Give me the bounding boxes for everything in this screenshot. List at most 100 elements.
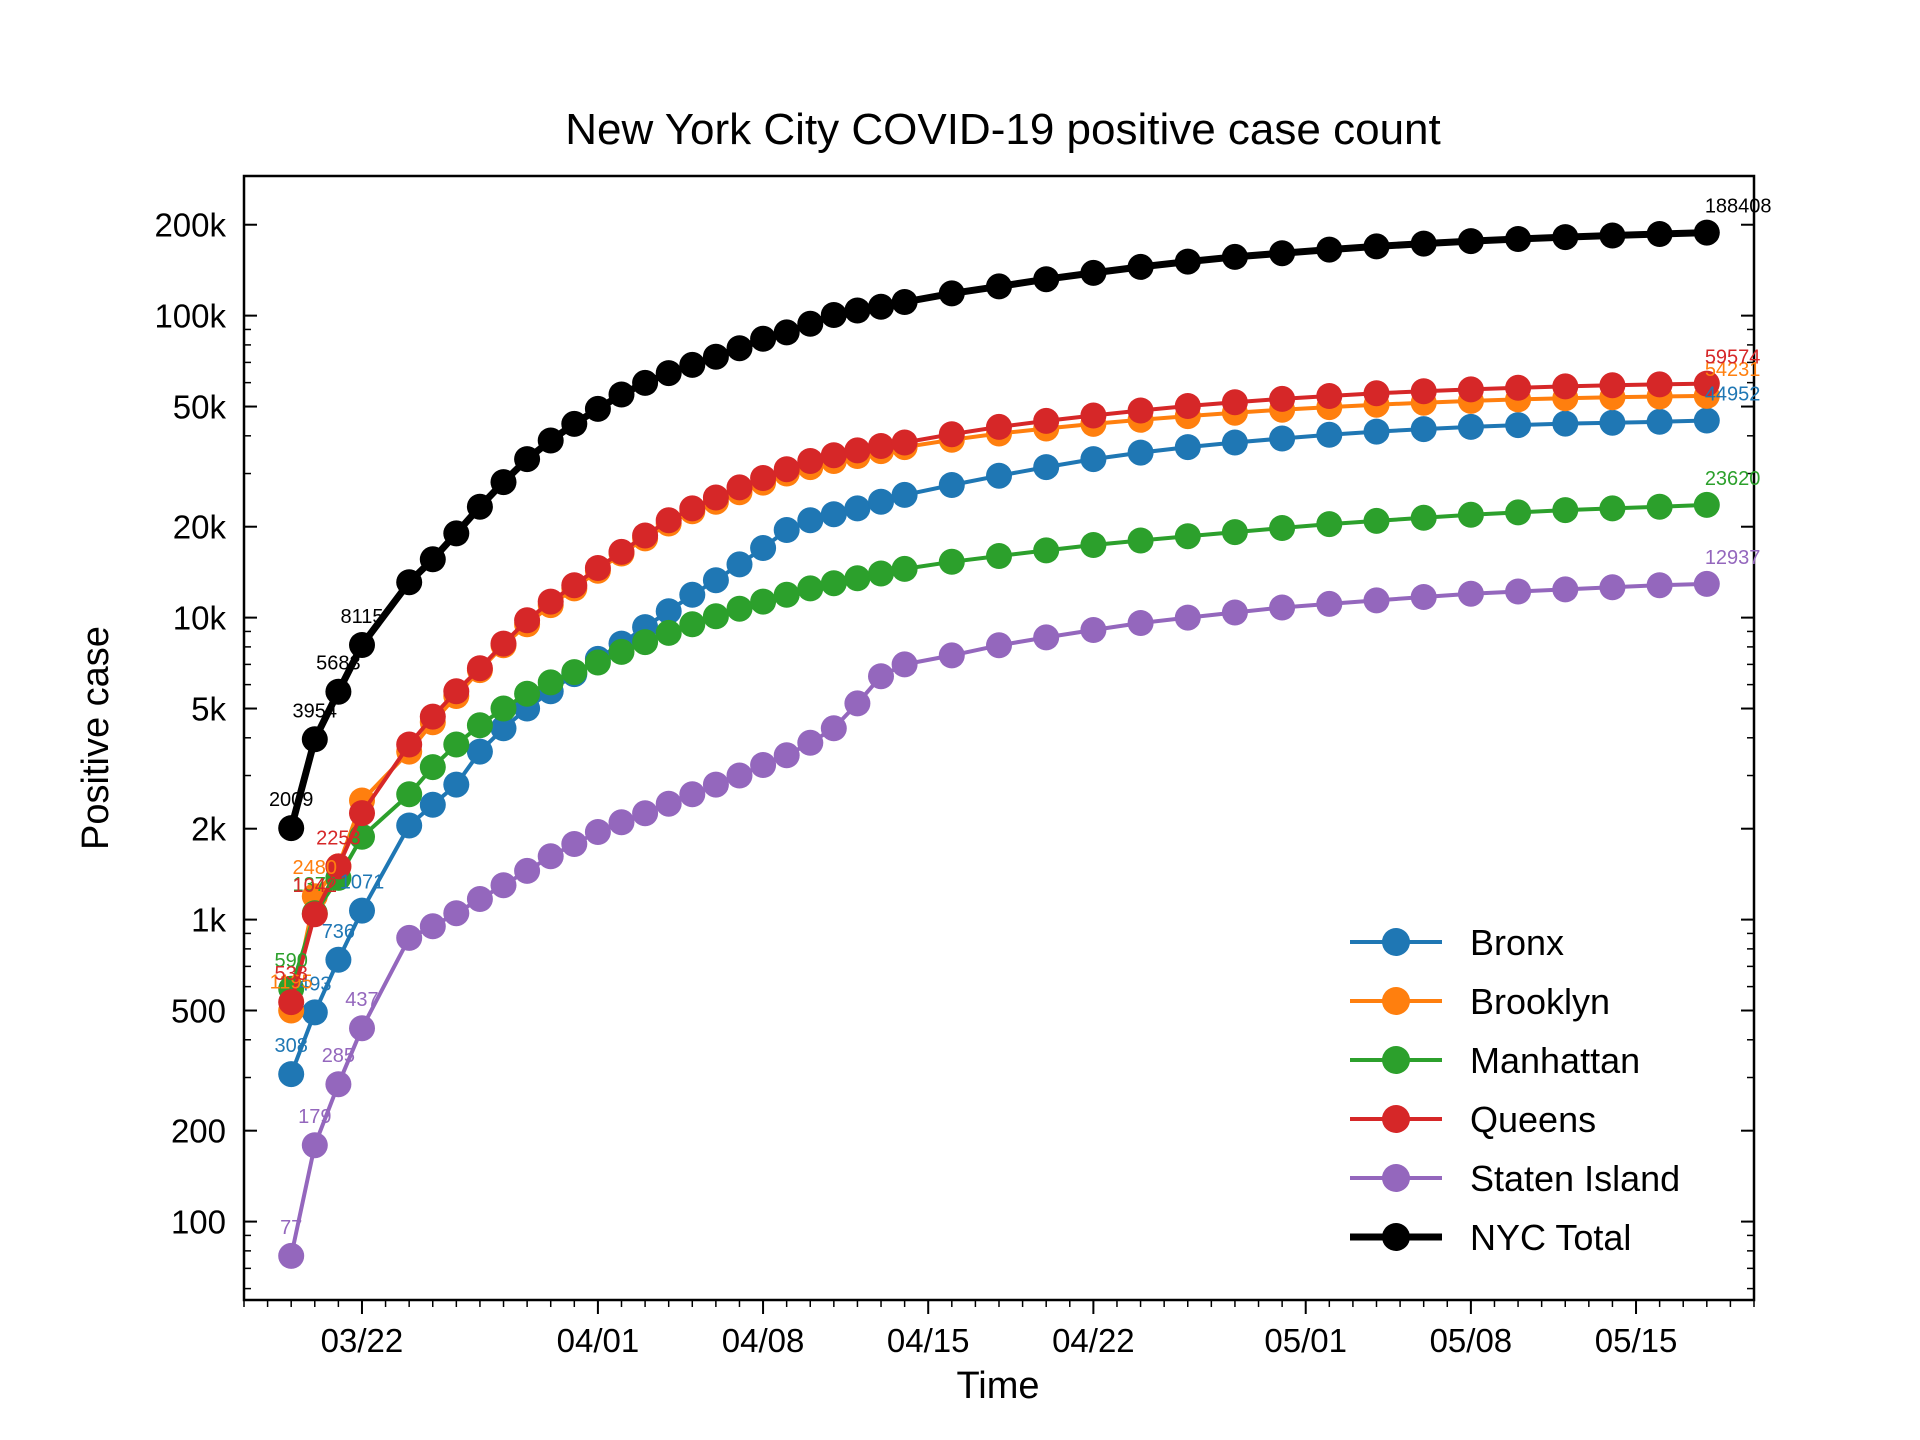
legend-swatch-marker xyxy=(1382,1046,1410,1074)
y-axis-label: Positive case xyxy=(75,626,117,850)
data-label: 188408 xyxy=(1705,196,1772,218)
data-label: 437 xyxy=(345,989,378,1011)
data-point xyxy=(655,790,682,817)
data-point xyxy=(632,522,659,549)
data-point xyxy=(1221,599,1248,626)
data-point xyxy=(655,360,682,387)
data-point xyxy=(1269,515,1296,541)
data-point xyxy=(1269,425,1296,452)
data-point xyxy=(1410,416,1437,443)
series-nyc-total xyxy=(278,219,1720,842)
data-label: 2480 xyxy=(293,857,338,879)
data-point xyxy=(278,815,305,842)
data-point xyxy=(1127,439,1154,466)
y-axis: 100 200 500 1k 2k 5k 10k 20k 50k 100k 200k xyxy=(154,207,1754,1290)
data-point xyxy=(1457,228,1484,255)
data-point xyxy=(1033,266,1060,293)
data-point xyxy=(1599,495,1626,522)
data-point xyxy=(301,726,328,753)
legend-swatch-marker xyxy=(1382,987,1410,1015)
data-point xyxy=(1457,376,1484,403)
x-tick-label: 04/08 xyxy=(722,1322,805,1359)
data-point xyxy=(301,999,328,1026)
data-point xyxy=(1646,371,1673,398)
data-point xyxy=(726,762,753,789)
legend-label: Queens xyxy=(1470,1099,1596,1140)
data-point xyxy=(466,655,493,682)
series-manhattan xyxy=(278,491,1720,1002)
data-point xyxy=(938,548,965,575)
x-tick-label: 05/01 xyxy=(1264,1322,1347,1359)
data-label: 179 xyxy=(298,1106,331,1128)
data-label: 8115 xyxy=(340,606,383,628)
data-point xyxy=(1693,407,1720,434)
data-point xyxy=(1410,584,1437,610)
data-point xyxy=(537,588,564,615)
data-point xyxy=(278,1242,305,1269)
data-point xyxy=(443,900,470,927)
data-point xyxy=(466,712,493,739)
data-point xyxy=(349,897,375,924)
data-point xyxy=(1174,393,1201,419)
data-point xyxy=(820,570,847,597)
series-line xyxy=(289,581,1707,1257)
data-point xyxy=(986,632,1012,659)
data-point xyxy=(1316,590,1343,617)
data-point xyxy=(1174,434,1201,461)
data-point xyxy=(490,630,517,657)
data-point xyxy=(1410,230,1437,257)
data-point xyxy=(584,649,611,676)
data-point xyxy=(1127,610,1154,636)
data-point xyxy=(986,543,1012,569)
data-point xyxy=(1174,523,1201,550)
chart-title: New York City COVID-19 positive case cou… xyxy=(565,105,1441,154)
data-point xyxy=(419,703,446,730)
data-point xyxy=(773,456,800,483)
data-point xyxy=(844,297,871,324)
data-point xyxy=(891,651,918,678)
data-point xyxy=(443,678,470,705)
data-point xyxy=(702,603,729,630)
data-point xyxy=(726,474,753,501)
data-label: 12937 xyxy=(1705,547,1761,569)
y-tick-label: 5k xyxy=(191,691,226,728)
data-point xyxy=(608,809,635,836)
data-point xyxy=(655,598,682,625)
data-point xyxy=(820,715,847,742)
data-point xyxy=(396,924,423,951)
data-point xyxy=(679,611,706,638)
series-staten-island xyxy=(278,570,1720,1269)
data-point xyxy=(679,351,706,378)
data-point xyxy=(1033,624,1060,651)
data-point xyxy=(750,588,777,615)
data-point xyxy=(726,551,753,578)
x-axis-label: Time xyxy=(956,1365,1039,1407)
data-point xyxy=(679,581,706,608)
data-point xyxy=(1599,372,1626,399)
data-point xyxy=(1599,222,1626,249)
data-point xyxy=(1174,248,1201,275)
data-point xyxy=(702,343,729,370)
data-point xyxy=(584,395,611,422)
data-label: 590 xyxy=(275,950,308,972)
legend-swatch-marker xyxy=(1382,1105,1410,1133)
data-point xyxy=(396,781,423,808)
data-point xyxy=(490,872,517,899)
data-point xyxy=(1505,374,1532,401)
data-point xyxy=(1457,580,1484,607)
data-point xyxy=(773,581,800,608)
data-point xyxy=(490,469,517,496)
data-point xyxy=(750,535,777,561)
data-point xyxy=(1269,594,1296,621)
y-tick-label: 100 xyxy=(171,1204,226,1241)
data-label: 77 xyxy=(280,1217,302,1239)
legend-swatch-marker xyxy=(1382,928,1410,956)
data-point xyxy=(1646,221,1673,247)
data-point xyxy=(466,493,493,520)
data-point xyxy=(1646,408,1673,435)
series-bronx xyxy=(278,407,1720,1088)
data-point xyxy=(1080,532,1107,558)
data-point xyxy=(1221,429,1248,456)
data-point xyxy=(868,488,894,515)
y-tick-label: 200k xyxy=(154,207,226,244)
